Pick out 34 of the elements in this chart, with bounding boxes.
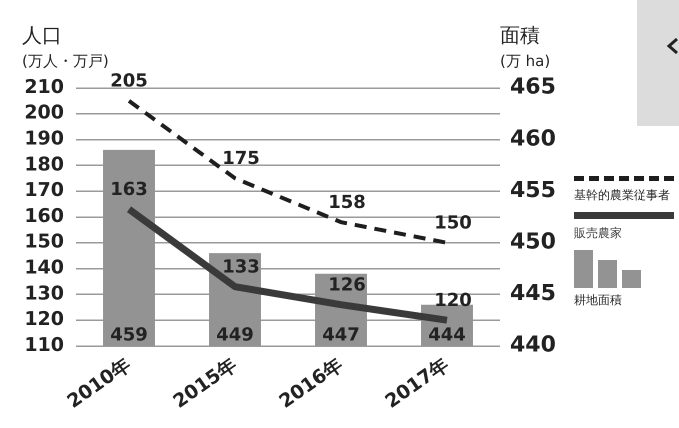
y-tick-label: 140 <box>24 256 64 279</box>
y2-tick-label: 450 <box>510 230 556 255</box>
data-label: 205 <box>110 70 148 92</box>
y-tick-label: 180 <box>24 153 64 176</box>
text: 販売農家 <box>574 225 623 242</box>
y-tick-label: 170 <box>24 179 64 202</box>
y-tick-label: 200 <box>24 102 64 124</box>
data-label: 175 <box>222 148 260 169</box>
y2-tick-label: 460 <box>510 126 556 152</box>
y-tick-label: 130 <box>24 282 64 304</box>
y-tick-label: 120 <box>24 308 64 330</box>
data-label: 133 <box>222 256 260 278</box>
data-label: 449 <box>216 324 254 346</box>
y2-tick-label: 440 <box>510 332 556 358</box>
y-tick-label: 160 <box>24 204 64 227</box>
legend-label: 耕地面積 <box>574 292 623 309</box>
text: 基幹的農業従事者 <box>574 187 671 204</box>
y-tick-label: 190 <box>24 128 64 150</box>
y-tick-label: 150 <box>24 230 64 253</box>
data-label: 126 <box>328 274 366 296</box>
y2-axis-title: 面積 (万 ha) <box>500 22 552 72</box>
data-label: 120 <box>434 290 472 311</box>
y-axis-title: 人口 (万人・万戸) <box>22 22 110 72</box>
y2-tick-label: 455 <box>510 178 556 203</box>
y2-tick-label: 465 <box>510 74 556 100</box>
data-label: 459 <box>110 324 148 346</box>
y-tick-label: 210 <box>24 76 64 98</box>
data-label: 150 <box>434 212 472 234</box>
y-tick-label: 110 <box>24 334 64 356</box>
data-label: 158 <box>328 192 366 213</box>
data-label: 163 <box>110 178 148 200</box>
y2-tick-label: 445 <box>510 281 556 306</box>
data-label: 447 <box>322 324 360 346</box>
data-label: 444 <box>428 324 466 346</box>
